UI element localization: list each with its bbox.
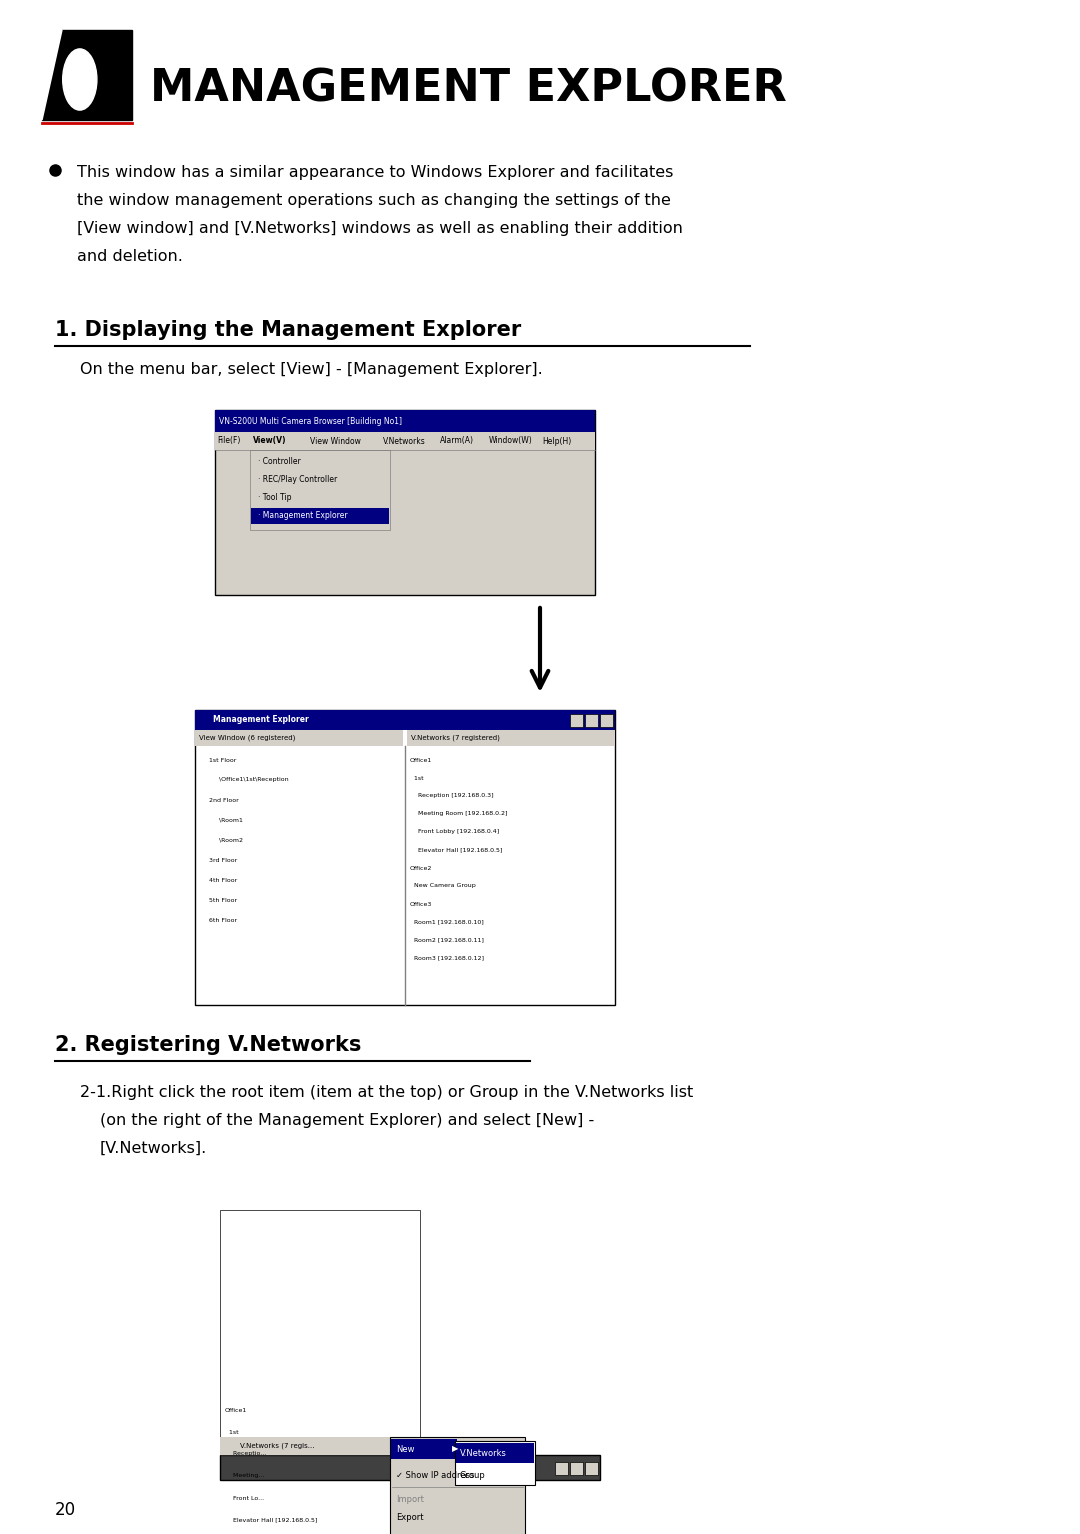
Text: · Controller: · Controller	[258, 457, 300, 466]
Bar	[220, 1437, 420, 1456]
Text: Import: Import	[396, 1494, 423, 1503]
Text: (on the right of the Management Explorer) and select [New] -: (on the right of the Management Explorer…	[100, 1114, 594, 1127]
Bar	[585, 713, 598, 727]
Text: Front Lo...: Front Lo...	[225, 1496, 265, 1500]
Text: View(V): View(V)	[253, 437, 286, 445]
Text: 1st: 1st	[410, 776, 423, 781]
Text: · Tool Tip: · Tool Tip	[258, 494, 292, 503]
Text: V.Networks: V.Networks	[460, 1448, 507, 1457]
Text: View Window: View Window	[310, 437, 361, 445]
Text: Front Lobby [192.168.0.4]: Front Lobby [192.168.0.4]	[410, 830, 499, 834]
Text: Office3: Office3	[410, 902, 432, 907]
Text: [V.Networks].: [V.Networks].	[100, 1141, 207, 1157]
Text: Room2 [192.168.0.11]: Room2 [192.168.0.11]	[410, 937, 484, 942]
Bar	[455, 1440, 535, 1485]
Bar	[407, 730, 615, 746]
Text: 3rd Floor: 3rd Floor	[210, 858, 238, 862]
Bar	[570, 713, 583, 727]
Text: File(F): File(F)	[217, 437, 241, 445]
Ellipse shape	[63, 49, 97, 110]
Text: ▶: ▶	[453, 1445, 459, 1454]
Bar	[249, 449, 390, 531]
Text: 2. Registering V.Networks: 2. Registering V.Networks	[55, 1035, 362, 1055]
Text: Receptio...: Receptio...	[225, 1451, 267, 1456]
Bar	[251, 508, 389, 525]
Text: Management Explorer: Management Explorer	[213, 715, 309, 724]
Text: Office1: Office1	[410, 758, 432, 762]
Text: 2-1.Right click the root item (item at the top) or Group in the V.Networks list: 2-1.Right click the root item (item at t…	[80, 1085, 693, 1100]
Text: V.Networks (7 regis...: V.Networks (7 regis...	[240, 1443, 314, 1450]
Bar	[390, 1437, 525, 1534]
Text: 1st: 1st	[225, 1430, 239, 1434]
Bar	[215, 433, 595, 449]
Polygon shape	[42, 31, 132, 120]
Text: Alarm(A): Alarm(A)	[440, 437, 474, 445]
FancyBboxPatch shape	[215, 410, 595, 595]
Text: Office2: Office2	[410, 865, 432, 870]
Text: the window management operations such as changing the settings of the: the window management operations such as…	[77, 193, 671, 209]
Bar	[555, 1462, 568, 1476]
Text: Export: Export	[396, 1513, 423, 1522]
Text: Elevator Hall [192.168.0.5]: Elevator Hall [192.168.0.5]	[410, 847, 502, 853]
Bar	[220, 1456, 600, 1480]
Text: \Office1\1st\Reception: \Office1\1st\Reception	[219, 778, 288, 782]
Text: 5th Floor: 5th Floor	[210, 897, 238, 902]
Text: New: New	[396, 1445, 415, 1454]
Text: [View window] and [V.Networks] windows as well as enabling their addition: [View window] and [V.Networks] windows a…	[77, 221, 683, 236]
Text: 1st Floor: 1st Floor	[210, 758, 237, 762]
Bar	[600, 713, 613, 727]
Text: 6th Floor: 6th Floor	[210, 917, 238, 922]
Text: Help(H): Help(H)	[542, 437, 571, 445]
Text: This window has a similar appearance to Windows Explorer and facilitates: This window has a similar appearance to …	[77, 166, 673, 179]
Text: Room1 [192.168.0.10]: Room1 [192.168.0.10]	[410, 919, 484, 925]
Text: \Room2: \Room2	[219, 838, 243, 842]
Polygon shape	[42, 31, 62, 120]
Bar	[570, 1462, 583, 1476]
Text: · Management Explorer: · Management Explorer	[258, 511, 348, 520]
Text: V.Networks: V.Networks	[383, 437, 426, 445]
Bar	[215, 410, 595, 433]
Text: 20: 20	[55, 1500, 76, 1519]
Text: Group: Group	[460, 1471, 486, 1480]
Text: Window(W): Window(W)	[489, 437, 532, 445]
Bar	[585, 1462, 598, 1476]
Text: Meeting Room [192.168.0.2]: Meeting Room [192.168.0.2]	[410, 811, 508, 816]
Bar	[391, 1439, 457, 1459]
Bar	[195, 710, 615, 730]
Text: New Camera Group: New Camera Group	[410, 884, 476, 888]
Text: Room3 [192.168.0.12]: Room3 [192.168.0.12]	[410, 956, 484, 960]
Text: 1. Displaying the Management Explorer: 1. Displaying the Management Explorer	[55, 321, 522, 341]
Bar	[195, 730, 403, 746]
Text: 4th Floor: 4th Floor	[210, 877, 238, 882]
Text: Meeting...: Meeting...	[225, 1474, 265, 1479]
Text: MANAGEMENT EXPLORER: MANAGEMENT EXPLORER	[150, 67, 786, 110]
Text: Elevator Hall [192.168.0.5]: Elevator Hall [192.168.0.5]	[225, 1517, 318, 1523]
Text: Office1: Office1	[225, 1408, 247, 1413]
Bar	[220, 1210, 420, 1456]
Text: and deletion.: and deletion.	[77, 249, 183, 264]
Text: ✓ Show IP address: ✓ Show IP address	[396, 1471, 474, 1479]
Text: On the menu bar, select [View] - [Management Explorer].: On the menu bar, select [View] - [Manage…	[80, 362, 543, 377]
Text: · REC/Play Controller: · REC/Play Controller	[258, 476, 337, 485]
Text: 2nd Floor: 2nd Floor	[210, 798, 239, 802]
Text: V.Networks (7 registered): V.Networks (7 registered)	[411, 735, 500, 741]
Text: VN-S200U Multi Camera Browser [Building No1]: VN-S200U Multi Camera Browser [Building …	[219, 417, 402, 425]
Text: Reception [192.168.0.3]: Reception [192.168.0.3]	[410, 793, 494, 799]
Bar	[456, 1443, 534, 1463]
Text: \Room1: \Room1	[219, 818, 243, 822]
Text: View Window (6 registered): View Window (6 registered)	[199, 735, 295, 741]
Bar	[195, 710, 615, 1005]
